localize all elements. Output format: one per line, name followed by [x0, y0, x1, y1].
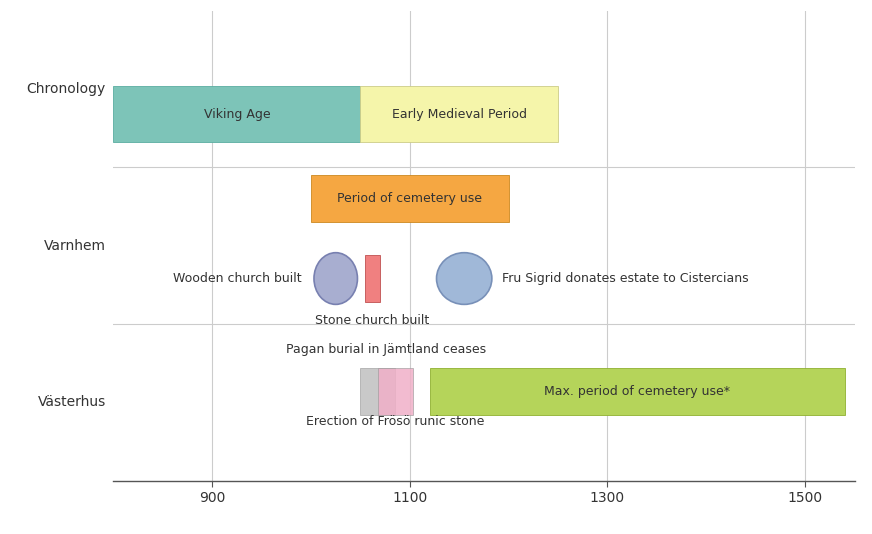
Ellipse shape [314, 253, 358, 304]
Bar [430, 368, 845, 415]
Text: Erection of Frösö runic stone: Erection of Frösö runic stone [306, 415, 484, 428]
Bar [360, 86, 558, 142]
Text: Chronology: Chronology [27, 82, 106, 96]
Text: Wooden church built: Wooden church built [173, 272, 301, 285]
Text: Varnhem: Varnhem [44, 239, 106, 253]
Text: Period of cemetery use: Period of cemetery use [337, 192, 482, 205]
Bar [365, 255, 380, 302]
Text: Viking Age: Viking Age [203, 107, 270, 121]
Text: Fru Sigrid donates estate to Cistercians: Fru Sigrid donates estate to Cistercians [501, 272, 748, 285]
Bar [378, 368, 412, 415]
Bar [113, 86, 360, 142]
Text: Early Medieval Period: Early Medieval Period [392, 107, 527, 121]
Text: Stone church built: Stone church built [315, 314, 429, 327]
Text: Pagan burial in Jämtland ceases: Pagan burial in Jämtland ceases [286, 343, 487, 356]
Ellipse shape [437, 253, 492, 304]
Bar [360, 368, 395, 415]
Text: Västerhus: Västerhus [37, 395, 106, 409]
Text: Max. period of cemetery use*: Max. period of cemetery use* [544, 385, 730, 398]
Bar [311, 175, 508, 222]
